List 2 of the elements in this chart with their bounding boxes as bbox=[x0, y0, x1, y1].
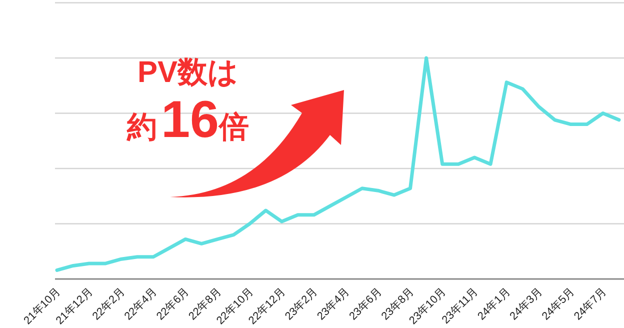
annotation: PV数は bbox=[137, 56, 239, 89]
x-tick-label: 24年7月 bbox=[572, 286, 610, 323]
